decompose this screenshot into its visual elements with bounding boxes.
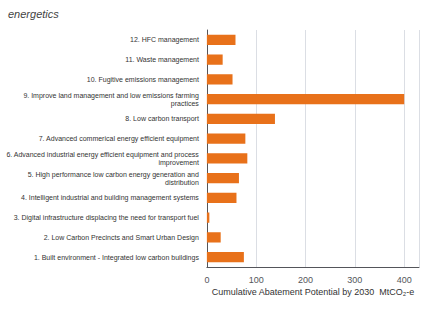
svg-text:7. Advanced commerical energy: 7. Advanced commerical energy efficient … [39,135,199,143]
svg-text:2. Low Carbon Precincts and Sm: 2. Low Carbon Precincts and Smart Urban … [44,234,199,242]
svg-text:practices: practices [163,100,199,108]
svg-text:Cumulative Abatement Potential: Cumulative Abatement Potential by 2030 M… [212,287,415,297]
svg-text:10. Fugitive emissions managem: 10. Fugitive emissions management [87,76,199,84]
svg-text:12. HFC management: 12. HFC management [130,36,199,44]
svg-text:4. Intelligent industrial and: 4. Intelligent industrial and building m… [21,194,199,202]
svg-text:400: 400 [397,275,412,285]
svg-text:0: 0 [204,275,209,285]
svg-text:11. Waste management: 11. Waste management [125,56,199,64]
svg-text:300: 300 [347,275,362,285]
svg-text:200: 200 [298,275,313,285]
svg-text:6. Advanced industrial energy: 6. Advanced industrial energy efficient … [6,151,199,159]
svg-text:energetics: energetics [8,8,59,20]
svg-text:1. Built environment - Integra: 1. Built environment - Integrated low ca… [34,254,199,262]
svg-text:100: 100 [249,275,264,285]
svg-text:9. Improve land management and: 9. Improve land management and low emiss… [23,92,199,100]
svg-text:5. High performance low carbon: 5. High performance low carbon energy ge… [28,171,199,179]
svg-text:3. Digital infrastructure disp: 3. Digital infrastructure displacing the… [14,214,200,222]
svg-text:distribution: distribution [157,179,199,186]
svg-text:improvement: improvement [151,159,199,167]
svg-text:8. Low carbon transport: 8. Low carbon transport [125,115,199,123]
